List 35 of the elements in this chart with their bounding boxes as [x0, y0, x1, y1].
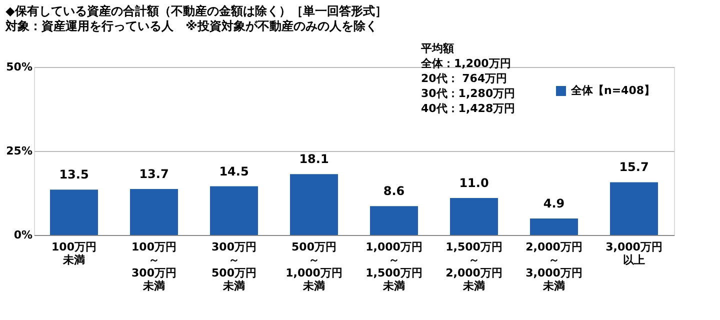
x-tick-label: 2,000万円～3,000万円未満: [526, 240, 582, 292]
annotation: 40代：1,428万円: [421, 102, 516, 115]
chart-subtitle: 対象：資産運用を行っている人 ※投資対象が不動産のみの人を除く: [4, 19, 378, 33]
y-tick-label: 50%: [6, 60, 32, 74]
text: 13.5: [59, 168, 89, 182]
y-tick-label: 0%: [14, 228, 32, 242]
chart-title: ◆保有している資産の合計額（不動産の金額は除く）［単一回答形式］: [6, 4, 387, 18]
annotation: 20代： 764万円: [421, 72, 508, 85]
y-tick-label: 25%: [6, 144, 32, 158]
bar: [530, 218, 578, 235]
text: 8.6: [383, 184, 405, 198]
x-tick-label: 1,000万円～1,500万円未満: [366, 240, 422, 292]
text: 平均額: [420, 42, 454, 55]
bar: [50, 190, 98, 235]
annotation: 30代：1,280万円: [421, 87, 516, 100]
bar: [370, 206, 418, 235]
bar: [610, 182, 658, 235]
text: 4.9: [543, 196, 565, 211]
text: 14.5: [219, 164, 249, 178]
x-tick-label: 1,500万円～2,000万円未満: [446, 240, 502, 292]
text: 13.7: [139, 166, 169, 181]
text: 18.1: [299, 152, 329, 166]
bar: [450, 198, 498, 235]
x-tick-label: 3,000万円以上: [606, 240, 662, 266]
annotation: 全体：1,200万円: [420, 57, 511, 70]
x-tick-label: 300万円～500万円未満: [212, 240, 256, 292]
bar: [210, 186, 258, 235]
legend-label: 全体【n=408】: [570, 84, 656, 97]
x-tick-label: 100万円～300万円未満: [132, 240, 176, 292]
x-tick-label: 100万円未満: [52, 240, 96, 266]
text: 11.0: [459, 176, 489, 190]
x-tick-label: 500万円～1,000万円未満: [286, 240, 342, 292]
text: 15.7: [619, 160, 649, 174]
bar: [290, 174, 338, 235]
bar: [130, 188, 178, 235]
